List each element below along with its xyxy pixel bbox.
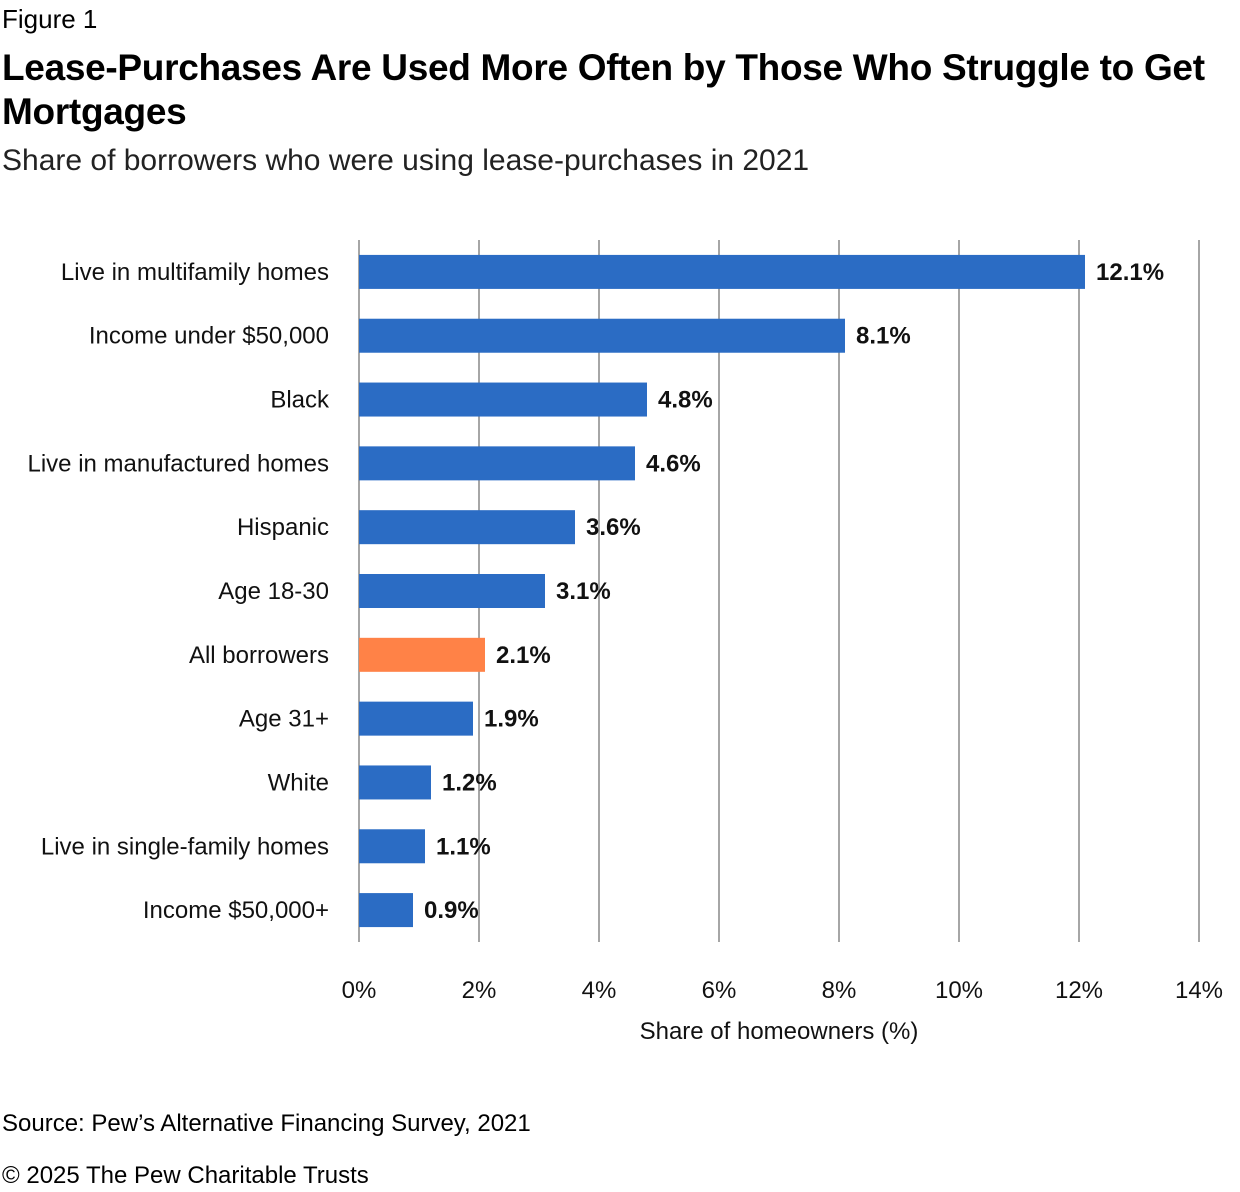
data-label: 1.1% <box>436 833 491 860</box>
source-note: Source: Pew’s Alternative Financing Surv… <box>2 1110 531 1137</box>
category-label: Hispanic <box>237 514 329 541</box>
category-label: Age 31+ <box>239 706 329 733</box>
x-tick-label: 0% <box>342 977 377 1004</box>
data-label: 3.6% <box>586 514 641 541</box>
category-label: Black <box>270 387 330 414</box>
bar <box>359 510 575 545</box>
data-label: 4.6% <box>646 450 701 477</box>
bar <box>359 893 413 928</box>
chart-subtitle: Share of borrowers who were using lease-… <box>2 144 810 177</box>
data-label: 12.1% <box>1096 259 1164 286</box>
bar <box>359 765 431 800</box>
bar <box>359 701 473 736</box>
bar-chart: 0% 2% 4% 6% 8% 10% 12% 14% Live in multifamily h… <box>28 240 1224 1045</box>
x-tick-label: 2% <box>462 977 497 1004</box>
data-label: 3.1% <box>556 578 611 605</box>
data-label: 0.9% <box>424 897 479 924</box>
bars <box>359 254 1085 928</box>
bar <box>359 254 1085 289</box>
x-axis-title: Share of homeowners (%) <box>640 1018 919 1045</box>
x-tick-label: 14% <box>1175 977 1223 1004</box>
category-label: Income $50,000+ <box>143 897 329 924</box>
data-label: 1.2% <box>442 769 497 796</box>
bar <box>359 574 545 608</box>
category-label: Live in multifamily homes <box>61 259 329 286</box>
figure-label: Figure 1 <box>2 4 98 34</box>
category-label: Age 18-30 <box>218 578 329 605</box>
data-label: 8.1% <box>856 323 911 350</box>
data-label: 4.8% <box>658 387 713 414</box>
category-label: Income under $50,000 <box>89 323 329 350</box>
category-label: Live in single-family homes <box>41 833 329 860</box>
copyright-note: © 2025 The Pew Charitable Trusts <box>2 1162 369 1189</box>
x-tick-label: 4% <box>582 977 617 1004</box>
bar <box>359 829 425 864</box>
bar <box>359 446 635 481</box>
chart-title: Lease-Purchases Are Used More Often by T… <box>2 47 1205 132</box>
bar <box>359 318 845 353</box>
bar <box>359 637 485 672</box>
data-label: 1.9% <box>484 706 539 733</box>
category-label: All borrowers <box>189 642 329 669</box>
x-tick-label: 10% <box>935 977 983 1004</box>
data-label: 2.1% <box>496 642 551 669</box>
category-label: Live in manufactured homes <box>28 450 330 477</box>
category-label: White <box>268 769 329 796</box>
labels: 0% 2% 4% 6% 8% 10% 12% 14% Live in multifamily h… <box>28 259 1224 1004</box>
bar <box>359 382 647 417</box>
x-tick-label: 12% <box>1055 977 1103 1004</box>
x-tick-label: 6% <box>702 977 737 1004</box>
x-tick-label: 8% <box>822 977 857 1004</box>
